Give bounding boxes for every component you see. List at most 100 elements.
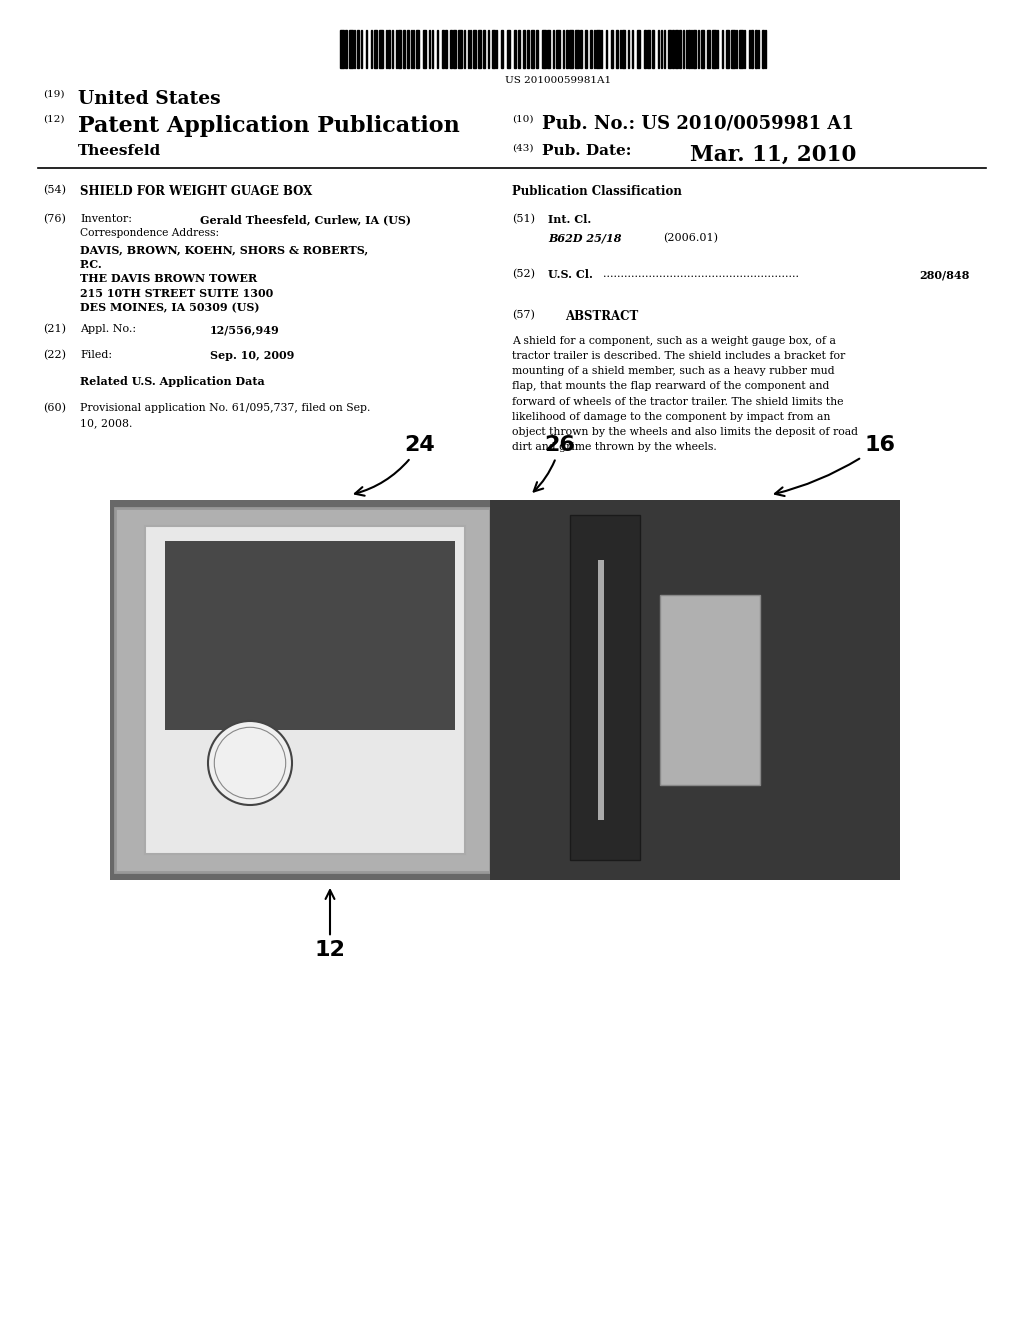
Bar <box>537 30 539 69</box>
Text: forward of wheels of the tractor trailer. The shield limits the: forward of wheels of the tractor trailer… <box>512 397 844 407</box>
Bar <box>563 30 564 69</box>
Bar <box>749 30 750 69</box>
Bar <box>731 30 734 69</box>
Text: Correspondence Address:: Correspondence Address: <box>80 228 219 239</box>
Bar <box>691 30 692 69</box>
Text: DAVIS, BROWN, KOEHN, SHORS & ROBERTS,: DAVIS, BROWN, KOEHN, SHORS & ROBERTS, <box>80 244 369 256</box>
Text: Appl. No.:: Appl. No.: <box>80 325 136 334</box>
Bar <box>660 595 760 785</box>
Text: Theesfeld: Theesfeld <box>78 144 161 158</box>
Bar <box>652 30 654 69</box>
Bar <box>379 30 383 69</box>
Bar <box>594 30 595 69</box>
Bar <box>751 30 754 69</box>
Text: Related U.S. Application Data: Related U.S. Application Data <box>80 376 265 387</box>
Bar <box>580 30 583 69</box>
Bar <box>473 30 476 69</box>
Bar <box>470 30 471 69</box>
Text: United States: United States <box>78 90 220 108</box>
Bar <box>356 30 358 69</box>
Bar <box>606 30 607 69</box>
Bar <box>637 30 640 69</box>
Bar <box>765 30 766 69</box>
Bar <box>632 30 633 69</box>
Bar <box>735 30 737 69</box>
Bar <box>496 30 497 69</box>
Bar <box>402 30 404 69</box>
Bar <box>366 30 368 69</box>
Bar <box>610 30 613 69</box>
Bar <box>392 30 393 69</box>
Bar <box>523 30 525 69</box>
Text: (12): (12) <box>43 115 65 124</box>
Bar <box>371 30 372 69</box>
Bar <box>458 30 462 69</box>
Bar <box>676 30 678 69</box>
Bar <box>644 30 646 69</box>
Bar <box>669 30 671 69</box>
Bar <box>340 30 343 69</box>
Bar <box>414 30 415 69</box>
Bar <box>598 560 604 820</box>
Bar <box>531 30 534 69</box>
Text: A shield for a component, such as a weight gauge box, of a: A shield for a component, such as a weig… <box>512 335 836 346</box>
Text: (43): (43) <box>512 144 534 153</box>
Bar <box>445 30 447 69</box>
Text: mounting of a shield member, such as a heavy rubber mud: mounting of a shield member, such as a h… <box>512 366 835 376</box>
Bar <box>483 30 485 69</box>
Bar <box>388 30 389 69</box>
Text: (60): (60) <box>43 403 66 413</box>
Bar <box>591 30 592 69</box>
Bar <box>679 30 681 69</box>
Text: Provisional application No. 61/095,737, filed on Sep.: Provisional application No. 61/095,737, … <box>80 403 371 413</box>
Text: DES MOINES, IA 50309 (US): DES MOINES, IA 50309 (US) <box>80 302 259 313</box>
Bar <box>450 30 453 69</box>
Bar <box>553 30 554 69</box>
Text: 10, 2008.: 10, 2008. <box>80 417 132 428</box>
Bar <box>701 30 703 69</box>
Bar <box>490 500 900 880</box>
Bar <box>662 30 663 69</box>
Text: 16: 16 <box>775 436 896 496</box>
Bar <box>395 30 396 69</box>
Text: (10): (10) <box>512 115 534 124</box>
Bar <box>501 30 503 69</box>
Text: U.S. Cl.: U.S. Cl. <box>548 269 593 280</box>
Bar <box>693 30 695 69</box>
Bar <box>575 30 579 69</box>
Bar <box>647 30 649 69</box>
Text: tractor trailer is described. The shield includes a bracket for: tractor trailer is described. The shield… <box>512 351 845 362</box>
Text: ABSTRACT: ABSTRACT <box>565 310 639 322</box>
Bar <box>487 30 488 69</box>
Text: 280/848: 280/848 <box>920 269 970 280</box>
Bar <box>688 30 690 69</box>
Bar <box>432 30 433 69</box>
Text: (21): (21) <box>43 325 66 334</box>
Text: Patent Application Publication: Patent Application Publication <box>78 115 460 137</box>
Bar <box>686 30 687 69</box>
Text: (51): (51) <box>512 214 535 224</box>
Circle shape <box>208 721 292 805</box>
Bar <box>616 30 617 69</box>
Text: 26: 26 <box>534 436 575 491</box>
Text: (22): (22) <box>43 350 66 360</box>
Bar <box>565 30 568 69</box>
Bar <box>629 30 630 69</box>
Bar <box>165 541 455 730</box>
Text: object thrown by the wheels and also limits the deposit of road: object thrown by the wheels and also lim… <box>512 428 858 437</box>
Bar <box>755 30 757 69</box>
Bar <box>507 30 510 69</box>
Text: (19): (19) <box>43 90 65 99</box>
Bar <box>145 525 465 854</box>
Bar <box>762 30 764 69</box>
Bar <box>601 30 602 69</box>
Bar <box>437 30 438 69</box>
Bar <box>556 30 560 69</box>
Bar <box>493 30 495 69</box>
Bar <box>464 30 465 69</box>
Bar <box>569 30 572 69</box>
Text: SHIELD FOR WEIGHT GUAGE BOX: SHIELD FOR WEIGHT GUAGE BOX <box>80 185 312 198</box>
Bar <box>411 30 412 69</box>
Text: (57): (57) <box>512 310 535 319</box>
Bar <box>345 30 347 69</box>
